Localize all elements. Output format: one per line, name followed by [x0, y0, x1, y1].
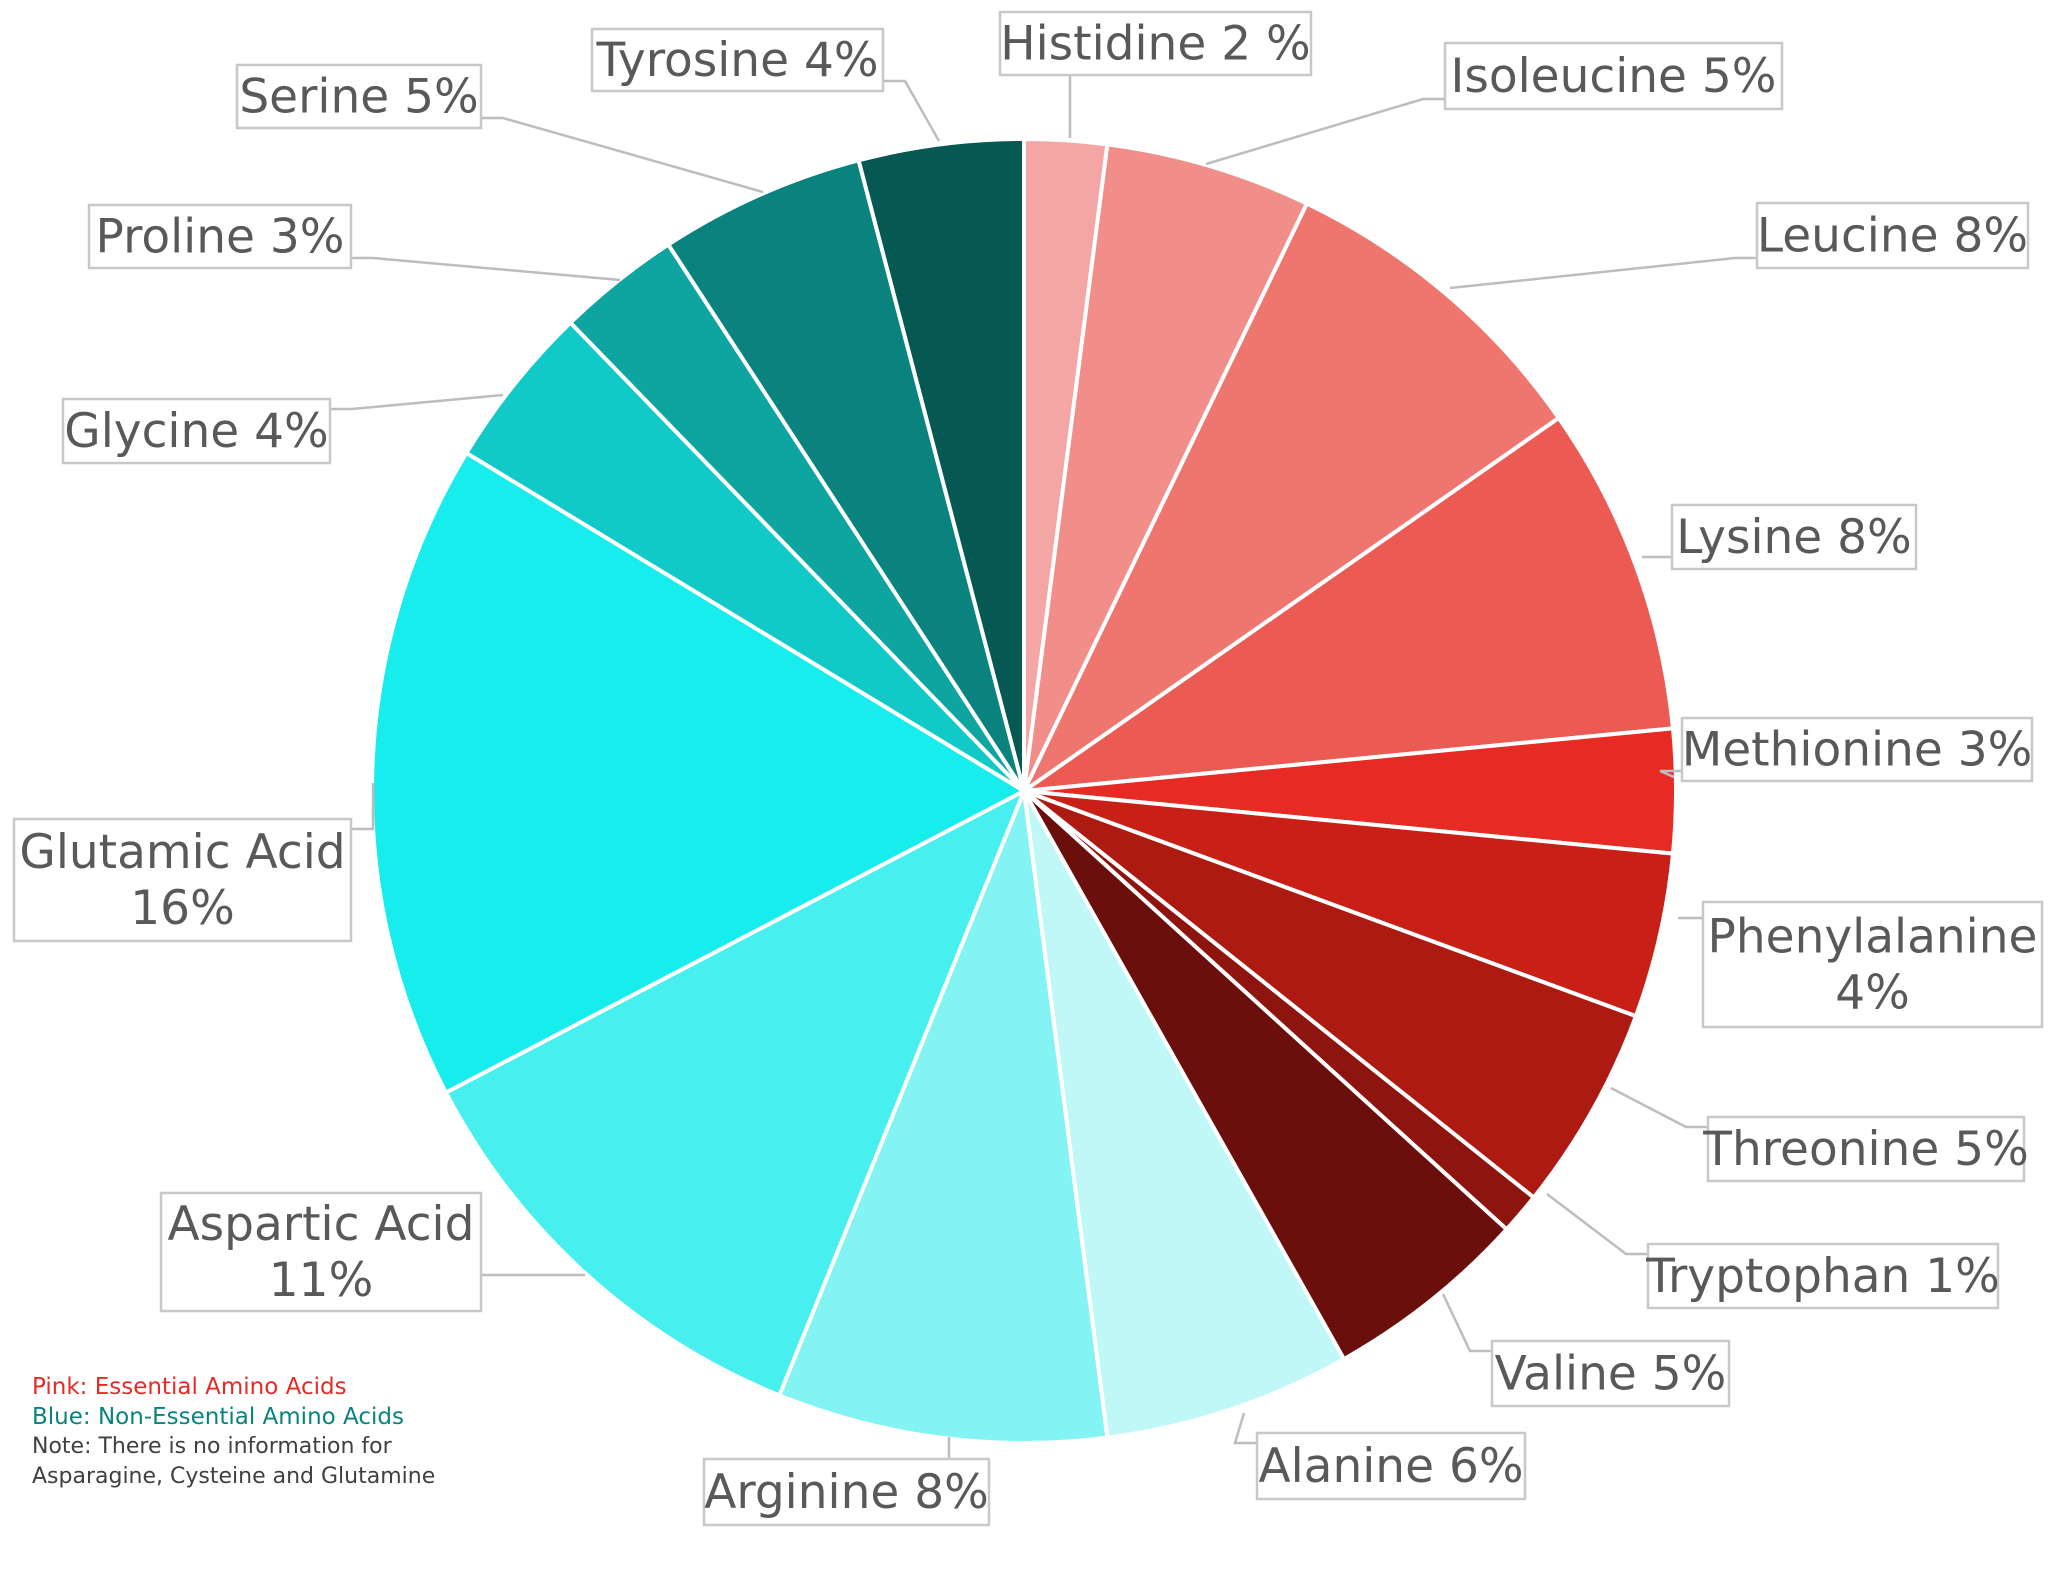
leader-line-3	[1449, 256, 1757, 290]
pie-slice-12	[443, 786, 1028, 1398]
leader-line-16	[481, 116, 764, 194]
slice-label-13-line-1: Glutamic Acid	[19, 825, 345, 880]
legend-note: Pink: Essential Amino Acids Blue: Non-Es…	[32, 1372, 452, 1492]
slice-label-5-line-1: Methionine 3%	[1682, 723, 2033, 778]
slice-label-6-line-1: Phenylalanine	[1708, 910, 2038, 965]
slice-label-3-line-1: Leucine 8%	[1757, 209, 2028, 264]
leader-line-5	[1659, 769, 1682, 779]
label-box-2	[1443, 41, 1784, 111]
label-box-9	[1490, 1339, 1731, 1408]
slice-labels: Histidine 2 % Isoleucine 5% Leucine 8% Lysi…	[12, 10, 2044, 1527]
slice-label-2-line-1: Isoleucine 5%	[1451, 49, 1777, 104]
slice-label-17-line-1: Tyrosine 4%	[596, 33, 879, 88]
slice-label-12-line-1: Aspartic Acid	[168, 1197, 475, 1252]
pie-slice-10	[1022, 790, 1347, 1440]
label-box-11	[702, 1457, 991, 1527]
leader-line-2	[1205, 97, 1445, 166]
leader-line-7	[1610, 1086, 1708, 1129]
legend-essential: Pink: Essential Amino Acids	[32, 1374, 347, 1400]
label-box-10	[1255, 1431, 1527, 1501]
pie-slice-13	[370, 450, 1029, 1096]
pie-slices	[370, 136, 1679, 1446]
leader-line-17	[883, 79, 941, 142]
leader-line-15	[351, 256, 621, 282]
label-box-1	[998, 10, 1313, 77]
slice-label-14-line-1: Glycine 4%	[64, 404, 328, 459]
slice-label-13-line-2: 16%	[130, 881, 234, 936]
label-box-7	[1706, 1115, 2026, 1183]
slice-label-6-line-2: 4%	[1835, 966, 1910, 1021]
label-box-5	[1680, 716, 2034, 783]
leader-line-9	[1441, 1293, 1492, 1353]
slice-label-15-line-1: Proline 3%	[96, 210, 345, 265]
pie-slice-16	[665, 157, 1026, 793]
slice-label-11-line-1: Arginine 8%	[704, 1465, 989, 1520]
leader-line-8	[1546, 1193, 1648, 1256]
slice-label-10-line-1: Alanine 6%	[1258, 1439, 1523, 1494]
slice-label-9-line-1: Valine 5%	[1495, 1347, 1727, 1402]
slice-label-16-line-1: Serine 5%	[239, 70, 478, 125]
label-box-12	[159, 1191, 483, 1313]
label-box-4	[1670, 503, 1918, 571]
leader-line-13	[351, 783, 375, 831]
leader-line-10	[1233, 1412, 1257, 1445]
slice-label-8-line-1: Tryptophan 1%	[1645, 1249, 2000, 1304]
missing-data-note: Note: There is no information for Aspara…	[32, 1434, 436, 1489]
label-box-14	[61, 397, 332, 465]
pie-slice-9	[1022, 789, 1510, 1362]
label-box-16	[235, 63, 483, 130]
pie-slice-3	[1018, 200, 1562, 798]
leader-lines	[330, 75, 1757, 1459]
slice-label-4-line-1: Lysine 8%	[1676, 510, 1911, 565]
label-box-15	[87, 203, 353, 270]
label-box-17	[590, 27, 885, 93]
slice-label-1-line-1: Histidine 2 %	[1000, 17, 1310, 72]
label-box-8	[1646, 1242, 2000, 1310]
pie-slice-11	[776, 783, 1110, 1446]
slice-label-7-line-1: Threonine 5%	[1702, 1122, 2029, 1177]
legend-nonessential: Blue: Non-Essential Amino Acids	[32, 1404, 404, 1430]
label-box-6	[1701, 900, 2044, 1029]
slice-label-12-line-2: 11%	[269, 1253, 373, 1308]
pie-slice-17	[856, 136, 1026, 792]
label-box-3	[1755, 201, 2030, 270]
label-box-13	[12, 817, 353, 943]
leader-line-14	[330, 393, 504, 411]
pie-slice-4	[1016, 415, 1676, 794]
pie-slice-7	[1022, 789, 1639, 1201]
pie-slice-2	[1022, 142, 1310, 792]
